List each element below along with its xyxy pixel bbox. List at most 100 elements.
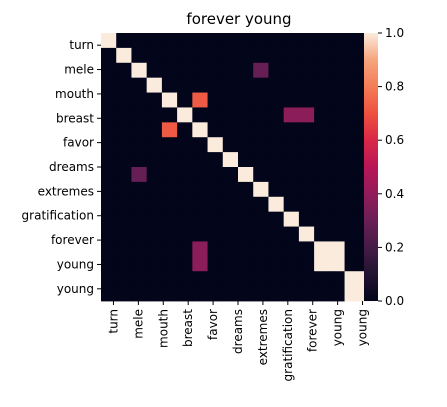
heatmap-cell	[101, 241, 117, 257]
heatmap-cell	[222, 92, 239, 108]
x-tick-label: favor	[206, 309, 220, 340]
heatmap-cell	[192, 211, 208, 227]
heatmap-cell	[101, 47, 117, 64]
heatmap-cell	[177, 286, 193, 302]
heatmap-cell	[192, 241, 208, 257]
x-tick-label: dreams	[231, 309, 245, 354]
heatmap-cell	[268, 107, 285, 123]
heatmap-cell	[146, 122, 163, 138]
heatmap-cell	[116, 62, 132, 79]
heatmap-cell	[222, 286, 239, 302]
heatmap-cell	[116, 33, 132, 49]
heatmap-cell	[207, 241, 224, 257]
heatmap-cell	[161, 196, 178, 213]
heatmap-cell	[207, 271, 224, 287]
heatmap-cell	[344, 33, 361, 49]
heatmap-cell	[238, 152, 254, 168]
heatmap-cell	[268, 92, 285, 108]
heatmap-cell	[116, 107, 132, 123]
heatmap-cell	[238, 92, 254, 108]
heatmap-cell	[314, 107, 330, 123]
heatmap-cell	[268, 241, 285, 257]
chart-title: forever young	[186, 10, 291, 28]
heatmap-cell	[298, 92, 315, 108]
heatmap-cell	[298, 211, 315, 227]
heatmap-cell	[131, 122, 148, 138]
heatmap-cell	[192, 152, 208, 168]
heatmap-cell	[131, 226, 148, 242]
heatmap-cell	[161, 62, 178, 79]
heatmap-cell	[253, 271, 269, 287]
heatmap-cell	[268, 196, 285, 213]
heatmap-cell	[298, 256, 315, 272]
heatmap-cell	[329, 152, 345, 168]
y-tick-label: forever	[51, 233, 94, 247]
heatmap-cell	[131, 181, 148, 198]
heatmap-cell	[344, 122, 361, 138]
heatmap-cell	[283, 77, 300, 93]
heatmap-cell	[298, 107, 315, 123]
heatmap-cell	[101, 271, 117, 287]
heatmap-cell	[177, 196, 193, 213]
y-tick-label: gratification	[22, 209, 94, 223]
heatmap-cell	[283, 92, 300, 108]
colorbar: 0.0 0.2 0.4 0.6 0.8 1.0	[364, 26, 404, 308]
heatmap-cell	[268, 47, 285, 64]
heatmap-cell	[222, 137, 239, 153]
heatmap-cell	[329, 33, 345, 49]
heatmap-cell	[283, 152, 300, 168]
heatmap-cell	[283, 181, 300, 198]
heatmap-cell	[192, 122, 208, 138]
x-tick-label: young	[356, 309, 370, 346]
heatmap-cell	[131, 62, 148, 79]
heatmap-cell	[146, 47, 163, 64]
heatmap-cell	[314, 226, 330, 242]
heatmap-cell	[344, 241, 361, 257]
heatmap-cell	[268, 62, 285, 79]
heatmap-cell	[268, 152, 285, 168]
heatmap-cell	[116, 92, 132, 108]
heatmap-cell	[192, 33, 208, 49]
heatmap-cell	[101, 196, 117, 213]
heatmap-cell	[146, 286, 163, 302]
heatmap-cell	[298, 77, 315, 93]
heatmap-cell	[253, 181, 269, 198]
heatmap-cell	[131, 241, 148, 257]
y-tick-label: favor	[63, 136, 94, 150]
heatmap-cell	[344, 256, 361, 272]
heatmap-cell	[177, 107, 193, 123]
heatmap-cell	[329, 181, 345, 198]
heatmap-cell	[177, 256, 193, 272]
colorbar-tick-label: 0.2	[385, 240, 404, 254]
heatmap-cell	[314, 152, 330, 168]
heatmap-cell	[238, 47, 254, 64]
heatmap-cell	[253, 92, 269, 108]
heatmap-cell	[298, 271, 315, 287]
colorbar-gradient	[364, 33, 378, 301]
heatmap-cell	[253, 152, 269, 168]
heatmap-cell	[268, 286, 285, 302]
heatmap-cell	[101, 122, 117, 138]
heatmap-cell	[253, 77, 269, 93]
heatmap-cell	[238, 33, 254, 49]
heatmap-cell	[329, 167, 345, 183]
x-tick-label: turn	[106, 309, 120, 334]
heatmap-cell	[329, 107, 345, 123]
heatmap-cell	[207, 286, 224, 302]
heatmap-cell	[314, 211, 330, 227]
heatmap-cell	[161, 181, 178, 198]
heatmap-cell	[238, 137, 254, 153]
heatmap-cell	[314, 62, 330, 79]
heatmap-cell	[161, 137, 178, 153]
heatmap-cell	[344, 92, 361, 108]
heatmap-cell	[192, 196, 208, 213]
heatmap-cell	[344, 47, 361, 64]
heatmap-cell	[161, 241, 178, 257]
heatmap-cell	[253, 256, 269, 272]
heatmap-cell	[207, 47, 224, 64]
heatmap-cell	[131, 256, 148, 272]
heatmap-cell	[329, 196, 345, 213]
heatmap-cell	[253, 241, 269, 257]
heatmap-cell	[116, 196, 132, 213]
